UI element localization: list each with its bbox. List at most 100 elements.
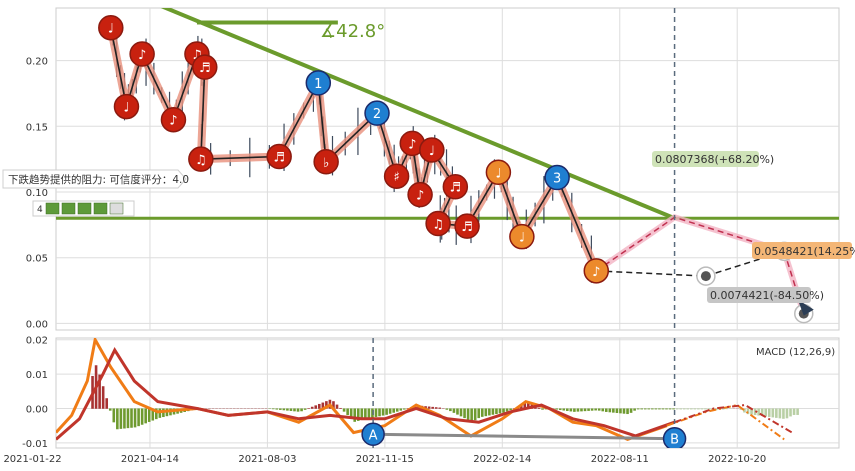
macd-histogram-bar (381, 408, 385, 416)
resistance-note-text: 下跌趋势提供的阻力: 可信度评分：4.0 (8, 173, 189, 186)
main-y-tick-label: 0.05 (26, 254, 48, 265)
macd-histogram-bar (679, 408, 682, 410)
macd-y-tick-label: 0.02 (26, 336, 48, 347)
wave-point-label: ♩ (123, 101, 129, 116)
macd-histogram-bar (558, 408, 562, 411)
macd-histogram-bar (282, 408, 286, 411)
macd-histogram-bar (732, 408, 736, 409)
wave-point-label: 3 (553, 172, 561, 187)
macd-histogram-bar (112, 408, 116, 423)
wave-point-label: ♬ (273, 151, 285, 166)
wave-point-label: ♬ (461, 220, 473, 235)
macd-histogram-bar (364, 408, 367, 420)
macd-histogram-bar (466, 408, 470, 420)
macd-histogram-bar (686, 408, 690, 410)
wave-point-marker (364, 100, 390, 126)
wave-point-marker (129, 41, 155, 67)
macd-histogram-bar (406, 408, 410, 409)
macd-histogram-bar (760, 408, 764, 417)
macd-histogram-bar (314, 405, 318, 409)
macd-histogram-bar (796, 408, 799, 415)
macd-histogram-bar (434, 407, 438, 409)
main-y-tick-label: 0.20 (26, 57, 48, 68)
wave-point-label: ♯ (393, 170, 399, 185)
macd-histogram-bar (140, 408, 144, 425)
macd-histogram-bar (537, 407, 541, 409)
macd-histogram-bar (675, 408, 679, 410)
macd-histogram-bar (300, 408, 303, 412)
macd-histogram-bar (147, 408, 151, 422)
macd-histogram-bar (367, 408, 371, 419)
macd-histogram-bar (399, 408, 403, 411)
macd-histogram-bar (374, 408, 378, 417)
macd-histogram-bar (289, 408, 293, 411)
macd-histogram-bar (275, 408, 279, 410)
macd-histogram-bar (116, 408, 119, 430)
wave-point-marker (544, 164, 570, 191)
macd-histogram-bar (693, 408, 697, 410)
macd-histogram-bar (583, 408, 587, 412)
macd-histogram-bar (296, 408, 300, 412)
macd-histogram-bar (388, 408, 392, 414)
macd-histogram-bar (473, 408, 477, 421)
macd-histogram-bar (495, 408, 498, 415)
macd-histogram-bar (597, 408, 601, 411)
x-tick-label: 2021-11-15 (356, 454, 414, 465)
macd-histogram-bar (601, 408, 605, 412)
wave-point-label: ♫ (432, 218, 444, 233)
macd-histogram-bar (654, 408, 658, 410)
bull-icon (45, 202, 60, 215)
wave-point-label: ♬ (199, 61, 211, 76)
x-tick-label: 2022-10-20 (708, 454, 766, 465)
macd-histogram-bar (491, 408, 495, 415)
macd-histogram-bar (682, 408, 686, 410)
macd-histogram-bar (293, 408, 296, 412)
macd-histogram-bar (126, 408, 130, 429)
macd-histogram-bar (123, 408, 126, 429)
macd-histogram-bar (789, 408, 792, 417)
projection-line-mid (596, 250, 785, 277)
wave-point-label: ♩ (519, 231, 525, 246)
macd-histogram-bar (775, 408, 778, 418)
macd-dea-projection (674, 404, 793, 434)
macd-histogram-bar (108, 408, 112, 411)
x-tick-label: 2022-08-11 (591, 454, 649, 465)
macd-histogram-bar (615, 408, 619, 413)
wave-point-label: ♪ (138, 48, 146, 63)
macd-histogram-bar (502, 408, 505, 413)
x-tick-label: 2022-02-14 (473, 454, 531, 465)
macd-histogram-bar (392, 408, 395, 413)
macd-histogram-bar (580, 408, 583, 412)
macd-histogram-bar (509, 408, 512, 411)
macd-histogram-bar (321, 402, 325, 409)
macd-histogram-bar (431, 406, 434, 409)
wave-point-marker (160, 106, 187, 133)
wave-point-marker (188, 146, 214, 172)
macd-histogram-bar (342, 408, 346, 412)
macd-histogram-bar (456, 408, 459, 415)
wave-point-label: ♩ (495, 166, 501, 181)
macd-legend: MACD (12,26,9) (756, 347, 835, 358)
macd-histogram-bar (764, 408, 768, 417)
wave-point-marker (266, 143, 292, 170)
macd-histogram-bar (651, 408, 654, 410)
wave-point-marker (509, 223, 535, 250)
wave-point-marker (192, 54, 218, 80)
wave-point-label: ♭ (323, 156, 329, 171)
macd-histogram-bar (792, 408, 796, 415)
macd-histogram-bar (767, 408, 771, 417)
macd-histogram-bar (672, 408, 675, 410)
downtrend-line (160, 8, 676, 221)
macd-histogram-bar (750, 408, 753, 415)
bull-icon-faded (109, 202, 124, 215)
wave-point-marker (419, 137, 445, 163)
macd-histogram-bar (480, 408, 484, 417)
macd-y-tick-labels: 0.02 0.01 0.00 -0.01 (22, 336, 48, 450)
macd-histogram-bar (505, 408, 509, 412)
rating-icons (45, 202, 124, 215)
macd-histogram-bar (395, 408, 399, 412)
macd-histogram-bar (622, 408, 626, 414)
macd-histogram-bar (587, 408, 590, 411)
bull-icon (61, 202, 76, 215)
